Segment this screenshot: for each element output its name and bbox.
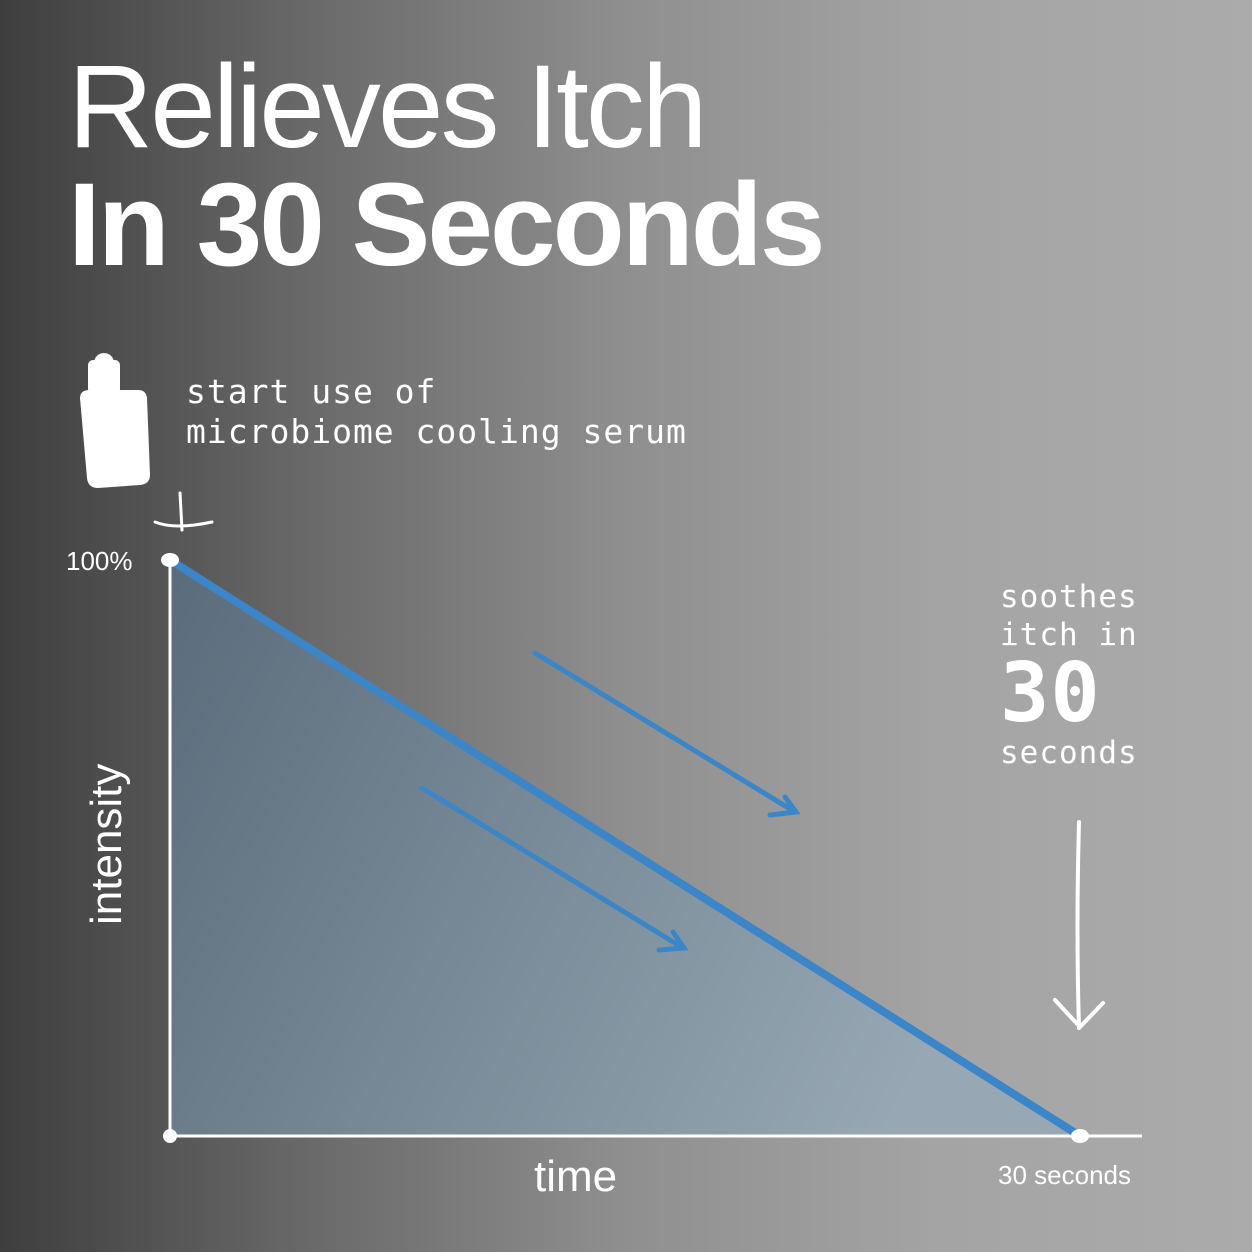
start-arrow-icon (153, 491, 214, 532)
data-point (161, 553, 179, 567)
end-annotation-line2: itch in (1000, 617, 1138, 653)
decorative-arrows (419, 650, 801, 953)
end-annotation-line3: seconds (1000, 735, 1138, 771)
trend-arrow-icon (532, 650, 801, 818)
end-arrow-icon (1053, 820, 1105, 1030)
origin-point (163, 1129, 177, 1143)
y-tick-label: 100% (66, 546, 133, 576)
data-point (1071, 1129, 1089, 1143)
headline-line1: Relieves Itch (68, 41, 708, 173)
start-annotation-line2: microbiome cooling serum (186, 412, 687, 451)
y-axis-label: intensity (82, 763, 131, 925)
x-tick-label: 30 seconds (998, 1160, 1131, 1190)
end-annotation-number: 30 (1000, 646, 1101, 741)
x-axis-label: time (534, 1152, 618, 1201)
series-line (166, 556, 1084, 1140)
end-annotation-line1: soothes (1000, 579, 1138, 615)
start-annotation: start use of microbiome cooling serum (186, 372, 687, 452)
headline-line2: In 30 Seconds (68, 159, 826, 291)
end-annotation: soothes itch in 30 seconds (1000, 578, 1138, 772)
headline: Relieves Itch In 30 Seconds (68, 41, 826, 291)
trend-arrow-icon (419, 785, 689, 953)
start-annotation-line1: start use of (186, 372, 437, 411)
serum-bottle-icon (80, 353, 150, 488)
